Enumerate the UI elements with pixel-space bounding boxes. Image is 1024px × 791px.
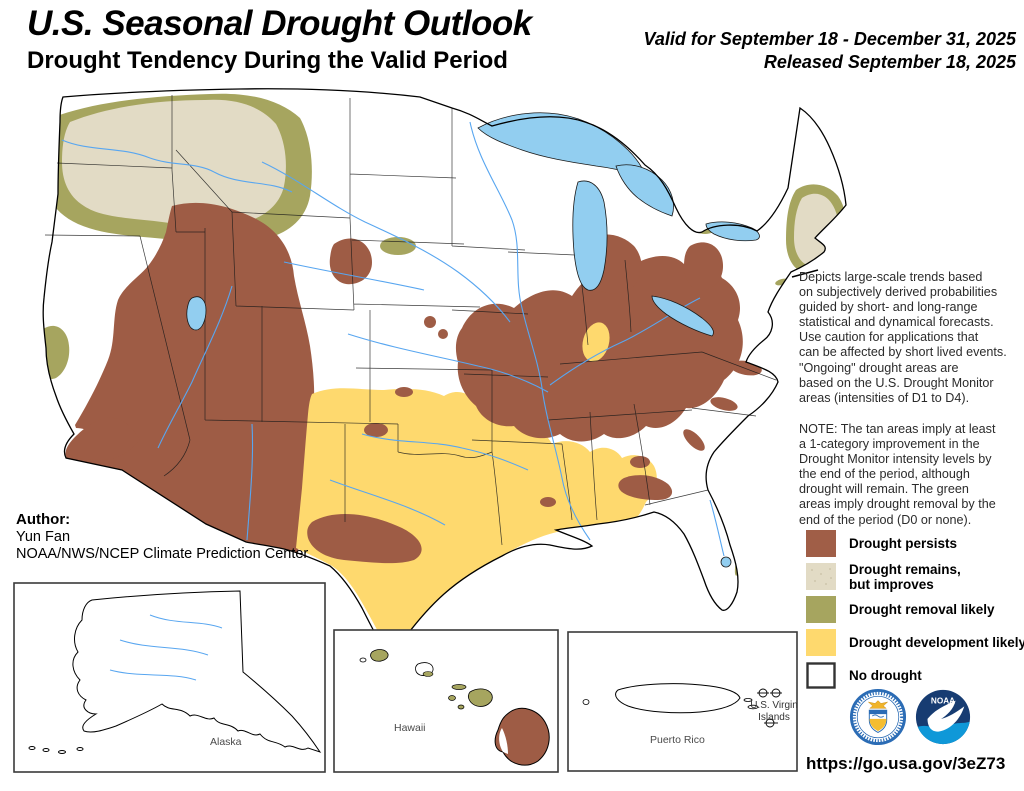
lake-okeechobee — [720, 556, 732, 568]
lake-erie — [651, 295, 714, 337]
region-sc-persists — [683, 429, 705, 451]
map-legend: Drought persists Drought remains, but im… — [806, 530, 1024, 695]
conus-outline — [42, 88, 847, 657]
legend-item-development: Drought development likely — [806, 629, 1024, 656]
rivers — [61, 121, 725, 557]
region-wyoming-persists — [329, 238, 372, 285]
region-dot — [395, 387, 413, 397]
region-stexas-persists — [307, 514, 422, 564]
legend-item-removal: Drought removal likely — [806, 596, 1024, 623]
shortlink-url: https://go.usa.gov/3eZ73 — [806, 754, 1006, 773]
persists-swatch — [806, 530, 836, 557]
valid-period-line: Valid for September 18 - December 31, 20… — [643, 29, 1016, 49]
region-south-development — [296, 388, 657, 652]
region-pa-persists — [684, 242, 724, 291]
no-drought-swatch — [806, 662, 836, 689]
removal-swatch — [806, 596, 836, 623]
author-org: NOAA/NWS/NCEP Climate Prediction Center — [16, 546, 309, 562]
hawaii-label: Hawaii — [394, 722, 426, 734]
region-dot — [364, 423, 388, 437]
alaska-outline — [72, 590, 322, 753]
noaa-wordmark: NOAA — [931, 696, 955, 705]
region-dot — [300, 345, 310, 355]
great-salt-lake — [186, 296, 207, 331]
region-dot — [540, 497, 556, 507]
released-date-line: Released September 18, 2025 — [763, 52, 1016, 72]
author-label: Author: — [16, 511, 71, 528]
region-nc-persists — [710, 397, 738, 411]
usvi-islands — [757, 688, 782, 728]
region-dot — [424, 316, 436, 328]
aleutian-islands — [28, 746, 84, 754]
eagle-icon — [867, 700, 889, 709]
region-dot — [438, 329, 448, 339]
alaska-rivers — [109, 614, 223, 681]
legend-label: Drought persists — [849, 536, 958, 551]
page-subtitle: Drought Tendency During the Valid Period — [27, 47, 508, 74]
legend-label: Drought remains, but improves — [849, 561, 961, 592]
forecast-note: NOTE: The tan areas imply at least a 1-c… — [799, 422, 996, 527]
seagull-icon — [927, 700, 965, 732]
forecast-description: Depicts large-scale trends based on subj… — [799, 270, 1007, 405]
puerto-rico-inset — [567, 631, 798, 772]
hawaii-inset — [333, 629, 559, 773]
lake-huron — [615, 164, 674, 217]
region-ncal-removal — [43, 325, 70, 379]
legend-item-persists: Drought persists — [806, 530, 1024, 557]
lake-michigan — [572, 180, 608, 291]
alaska-label: Alaska — [210, 736, 242, 748]
legend-label: Drought removal likely — [849, 602, 995, 617]
alaska-inset — [13, 582, 326, 773]
author-name: Yun Fan — [16, 528, 71, 545]
legend-item-improves: Drought remains, but improves — [806, 561, 1024, 592]
legend-label: Drought development likely — [849, 635, 1024, 650]
region-ne-improves — [794, 193, 839, 267]
improves-swatch — [806, 563, 836, 590]
noaa-logo: NOAA — [915, 689, 971, 745]
region-nemt-removal — [380, 237, 416, 255]
region-ga-persists — [618, 475, 673, 500]
state-lines — [44, 95, 777, 546]
big-island — [494, 707, 550, 766]
legend-label: No drought — [849, 668, 922, 683]
region-dot — [630, 456, 650, 468]
author-block: Author: Yun Fan NOAA/NWS/NCEP Climate Pr… — [16, 511, 308, 564]
long-island — [791, 269, 819, 278]
region-west-persists — [66, 202, 315, 560]
region-socal-persists — [65, 417, 140, 460]
puerto-rico-label: Puerto Rico — [650, 734, 705, 746]
page-title: U.S. Seasonal Drought Outlook — [27, 4, 532, 43]
legend-item-no-drought: No drought — [806, 662, 1024, 689]
valid-dates: Valid for September 18 - December 31, 20… — [643, 28, 1016, 74]
lakes — [186, 112, 760, 568]
usvi-label: U.S. Virgin Islands — [750, 700, 798, 723]
puerto-rico-outline — [615, 683, 741, 714]
dept-of-commerce-seal — [849, 688, 907, 746]
agency-logos: NOAA — [849, 688, 972, 746]
development-swatch — [806, 629, 836, 656]
